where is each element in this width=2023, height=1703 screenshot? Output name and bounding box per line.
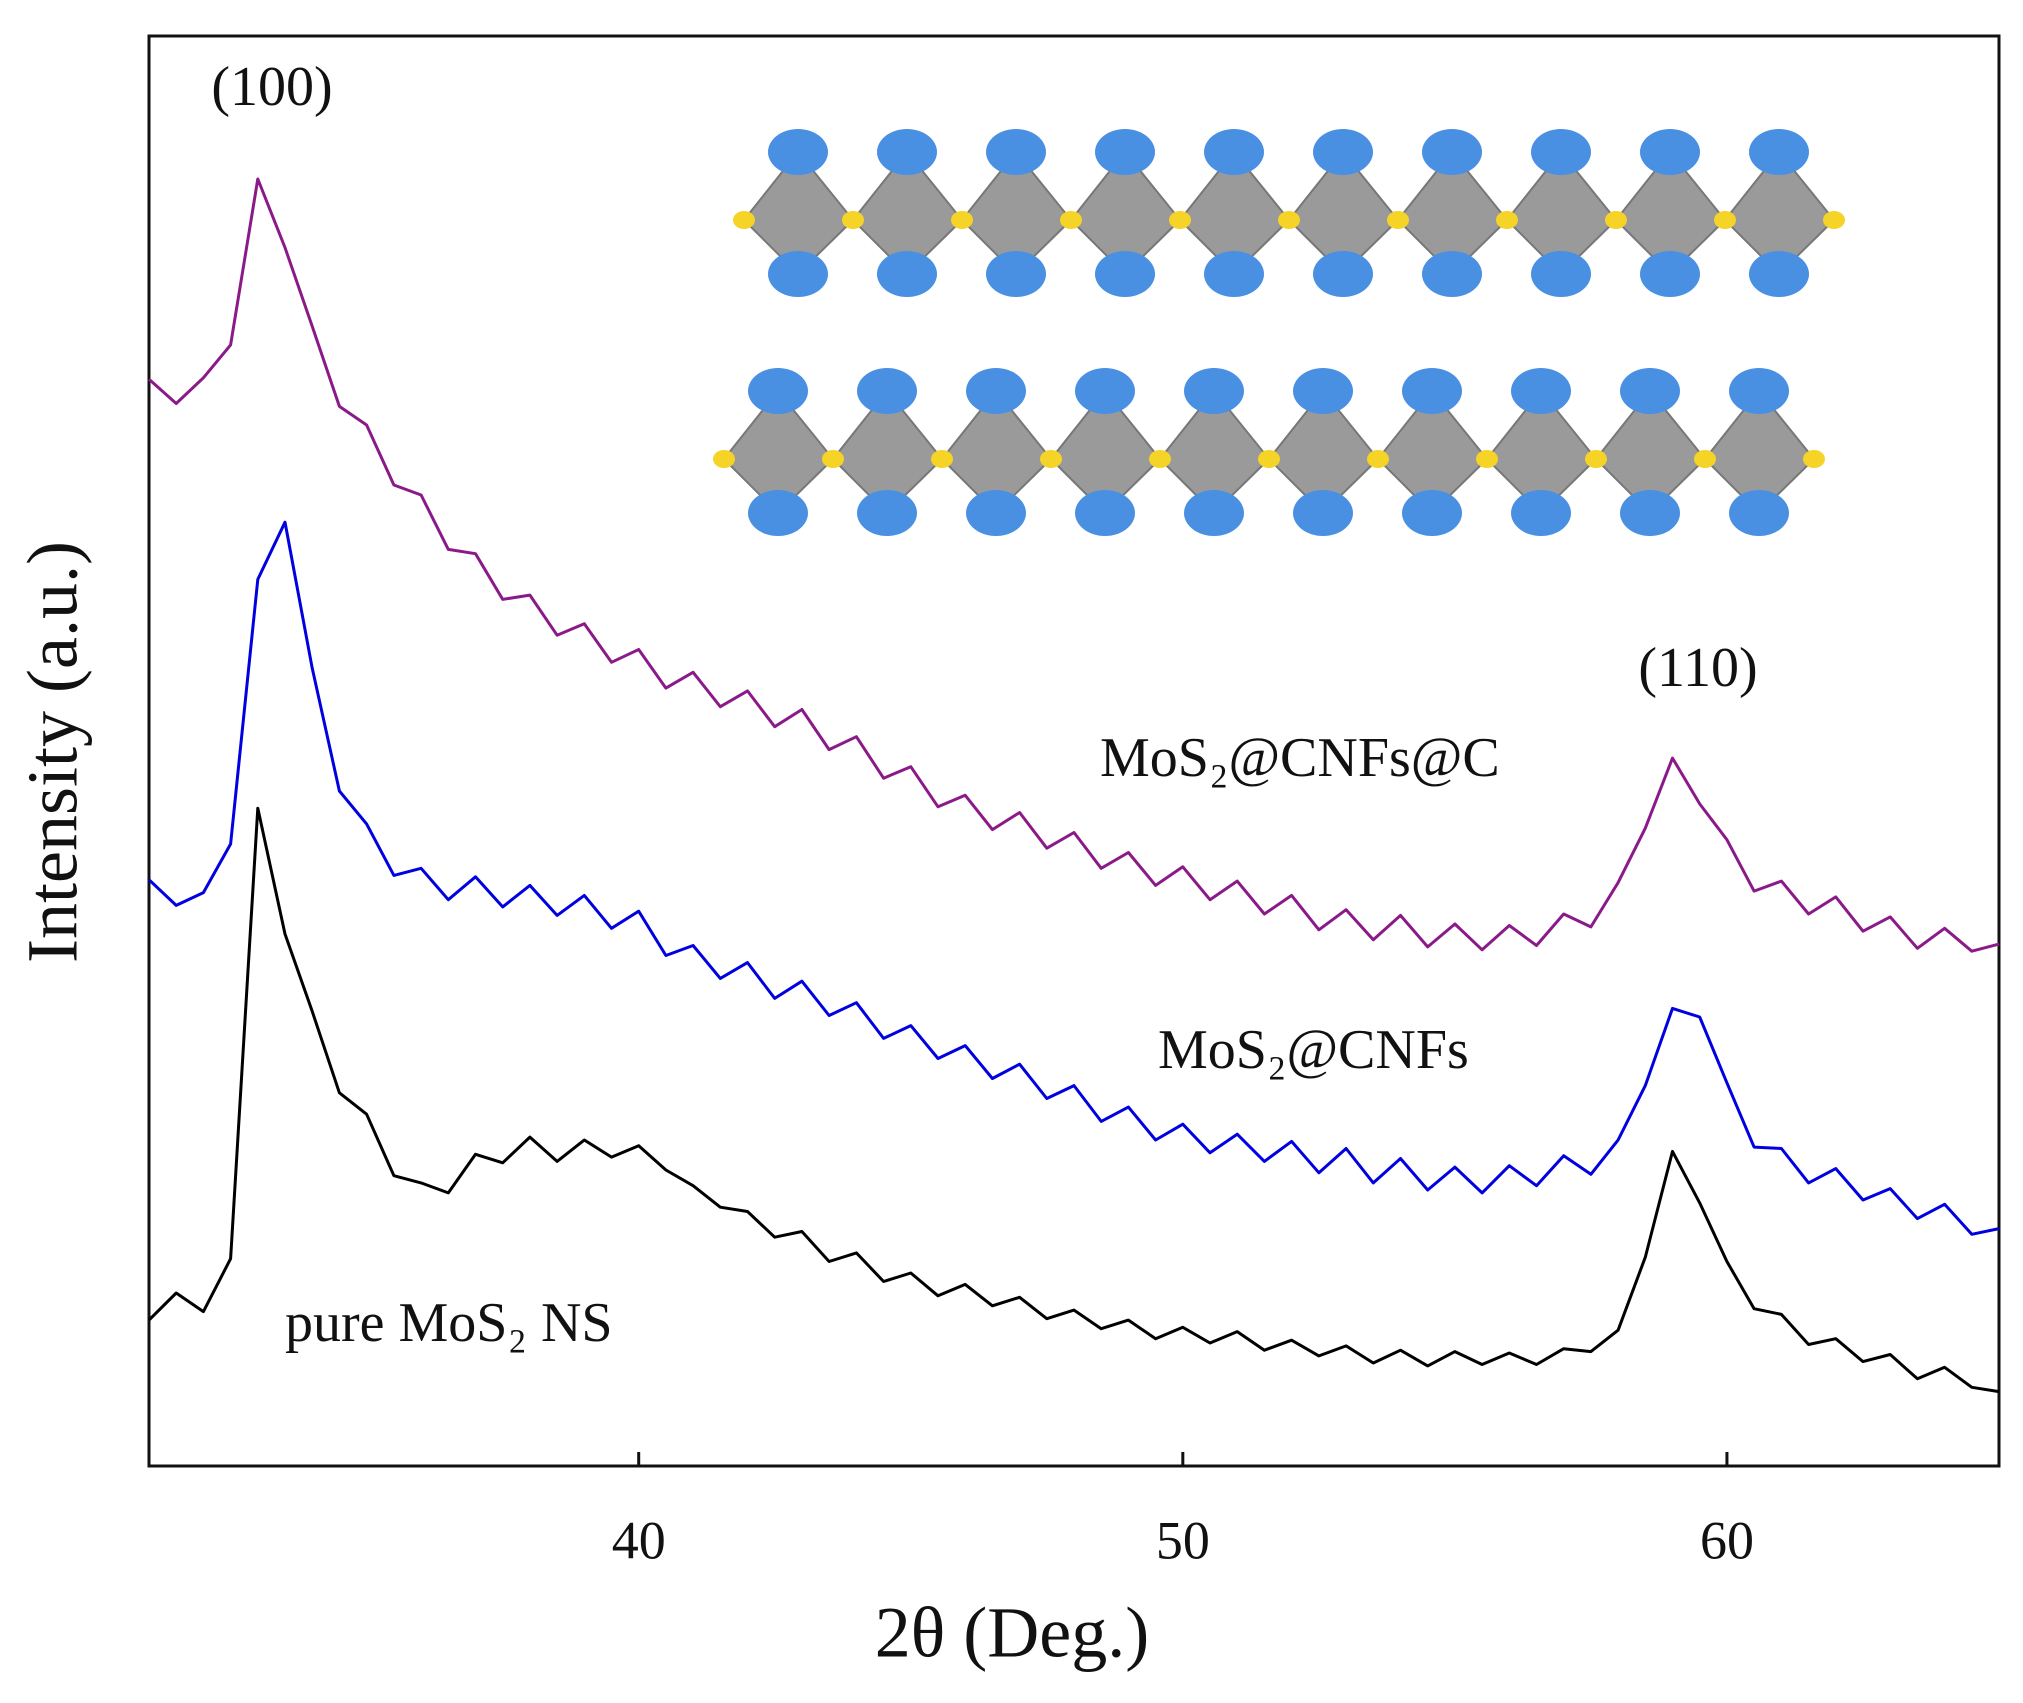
molybdenum-atom <box>1149 450 1171 468</box>
molybdenum-atom <box>1823 211 1845 229</box>
sulfur-atom <box>1095 251 1155 297</box>
sulfur-atom <box>1095 129 1155 175</box>
sulfur-atom <box>1313 251 1373 297</box>
sulfur-atom <box>1204 129 1264 175</box>
molybdenum-atom <box>713 450 735 468</box>
molybdenum-atom <box>1585 450 1607 468</box>
sulfur-atom <box>1184 368 1244 414</box>
molybdenum-atom <box>1714 211 1736 229</box>
molybdenum-atom <box>1803 450 1825 468</box>
molybdenum-atom <box>951 211 973 229</box>
x-tick-label: 50 <box>1156 1510 1210 1570</box>
sulfur-atom <box>1511 490 1571 536</box>
sulfur-atom <box>1422 251 1482 297</box>
series-label: MoS₂@CNFs <box>1158 1019 1469 1081</box>
peak-label: (110) <box>1638 637 1757 699</box>
sulfur-atom <box>1075 490 1135 536</box>
sulfur-atom <box>1402 490 1462 536</box>
data-line <box>147 806 2000 1394</box>
sulfur-atom <box>986 251 1046 297</box>
sulfur-atom <box>768 251 828 297</box>
sulfur-atom <box>768 129 828 175</box>
sulfur-atom <box>1640 251 1700 297</box>
sulfur-atom <box>1511 368 1571 414</box>
molybdenum-atom <box>733 211 755 229</box>
molybdenum-atom <box>1367 450 1389 468</box>
sulfur-atom <box>966 368 1026 414</box>
sulfur-atom <box>1729 490 1789 536</box>
sulfur-atom <box>1620 490 1680 536</box>
sulfur-atom <box>1184 490 1244 536</box>
sulfur-atom <box>857 368 917 414</box>
sulfur-atom <box>1531 251 1591 297</box>
peak-label: (100) <box>211 56 332 118</box>
data-line <box>148 177 2000 953</box>
x-tick-label: 40 <box>612 1510 666 1570</box>
molybdenum-atom <box>1476 450 1498 468</box>
molybdenum-atom <box>1605 211 1627 229</box>
x-tick-label: 60 <box>1700 1510 1754 1570</box>
sulfur-atom <box>877 251 937 297</box>
sulfur-atom <box>748 490 808 536</box>
plot-frame <box>147 34 2001 1468</box>
molybdenum-atom <box>1278 211 1300 229</box>
sulfur-atom <box>1531 129 1591 175</box>
crystal-structure-inset <box>713 129 1845 536</box>
molybdenum-atom <box>842 211 864 229</box>
molybdenum-atom <box>1040 450 1062 468</box>
sulfur-atom <box>1293 368 1353 414</box>
molybdenum-atom <box>1694 450 1716 468</box>
y-axis-label: Intensity (a.u.) <box>13 541 93 963</box>
x-axis-label: 2θ (Deg.) <box>875 1593 1149 1673</box>
sulfur-atom <box>986 129 1046 175</box>
sulfur-atom <box>966 490 1026 536</box>
sulfur-atom <box>1402 368 1462 414</box>
molybdenum-atom <box>822 450 844 468</box>
series-label: MoS₂@CNFs@C <box>1100 727 1500 789</box>
series-label: pure MoS₂ NS <box>285 1292 613 1354</box>
sulfur-atom <box>1620 368 1680 414</box>
molybdenum-atom <box>1169 211 1191 229</box>
molybdenum-atom <box>931 450 953 468</box>
sulfur-atom <box>1729 368 1789 414</box>
sulfur-atom <box>1313 129 1373 175</box>
sulfur-atom <box>857 490 917 536</box>
sulfur-atom <box>1075 368 1135 414</box>
molybdenum-atom <box>1387 211 1409 229</box>
molybdenum-atom <box>1258 450 1280 468</box>
sulfur-atom <box>877 129 937 175</box>
data-line <box>147 520 2000 1236</box>
sulfur-atom <box>748 368 808 414</box>
sulfur-atom <box>1293 490 1353 536</box>
sulfur-atom <box>1204 251 1264 297</box>
sulfur-atom <box>1749 129 1809 175</box>
sulfur-atom <box>1749 251 1809 297</box>
sulfur-atom <box>1422 129 1482 175</box>
sulfur-atom <box>1640 129 1700 175</box>
molybdenum-atom <box>1496 211 1518 229</box>
molybdenum-atom <box>1060 211 1082 229</box>
